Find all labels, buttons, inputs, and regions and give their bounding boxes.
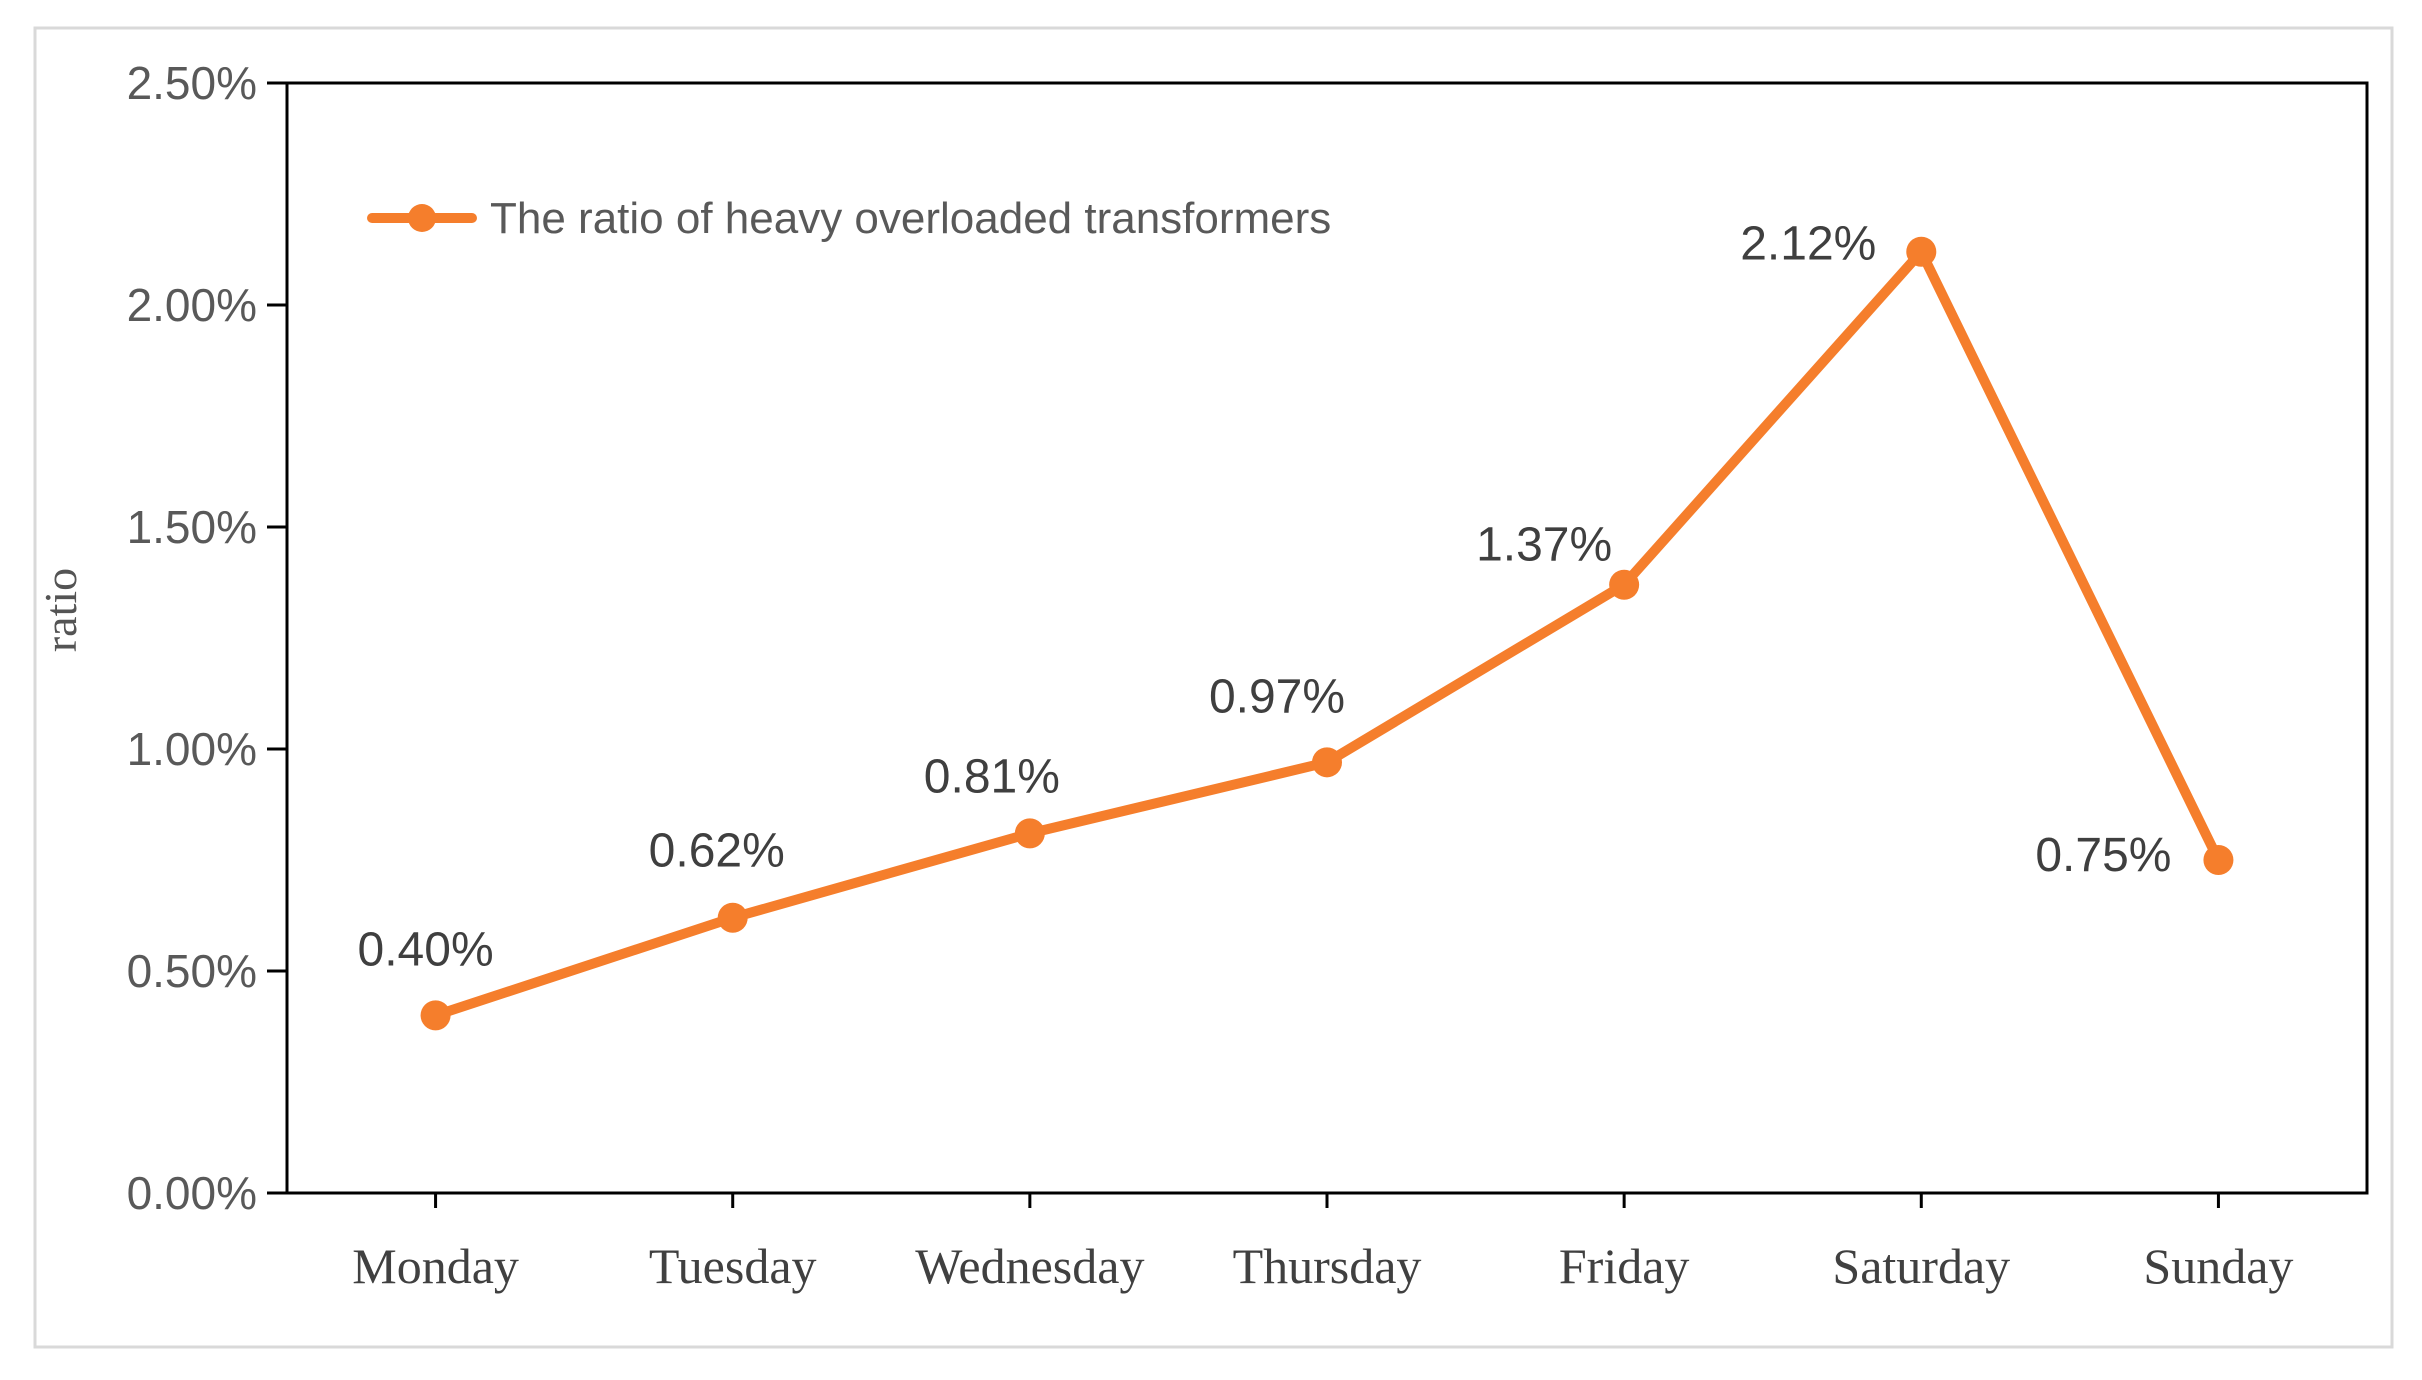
data-point-label: 0.40% <box>358 923 494 976</box>
y-axis-tick-label: 2.50% <box>127 57 257 109</box>
y-axis-tick-label: 1.00% <box>127 723 257 775</box>
x-axis-category-label: Monday <box>352 1238 519 1294</box>
data-point-label: 0.97% <box>1209 670 1345 723</box>
legend: The ratio of heavy overloaded transforme… <box>367 194 1331 243</box>
data-point-label: 1.37% <box>1476 519 1612 572</box>
x-axis-category-label: Sunday <box>2143 1238 2293 1294</box>
y-axis-tick-label: 0.00% <box>127 1167 257 1219</box>
data-point-label: 2.12% <box>1740 218 1876 271</box>
x-axis-category-label: Wednesday <box>915 1238 1144 1294</box>
y-axis-title: ratio <box>35 568 86 652</box>
data-point-label: 0.81% <box>924 750 1060 803</box>
data-point-marker <box>1014 818 1045 849</box>
y-axis-tick-label: 2.00% <box>127 279 257 331</box>
data-point-marker <box>717 902 748 933</box>
data-point-marker <box>420 1000 451 1031</box>
data-point-label: 0.62% <box>649 825 785 878</box>
figure-border <box>33 26 2394 1349</box>
series-line <box>430 246 2224 1021</box>
data-point-label: 0.75% <box>2035 829 2171 882</box>
y-axis-tick-label: 1.50% <box>127 501 257 553</box>
data-point-marker <box>1609 569 1640 600</box>
legend-marker <box>408 204 436 232</box>
data-point-marker <box>1906 236 1937 267</box>
x-axis-category-label: Saturday <box>1832 1238 2010 1294</box>
x-axis-category-label: Tuesday <box>649 1238 817 1294</box>
y-axis-tick-label: 0.50% <box>127 945 257 997</box>
legend-label: The ratio of heavy overloaded transforme… <box>490 194 1331 243</box>
data-point-marker <box>1312 747 1342 778</box>
plot-area-frame <box>285 81 2369 1195</box>
data-point-marker <box>2203 845 2234 875</box>
x-axis-category-label: Thursday <box>1233 1238 1422 1294</box>
x-axis-category-label: Friday <box>1559 1238 1690 1294</box>
